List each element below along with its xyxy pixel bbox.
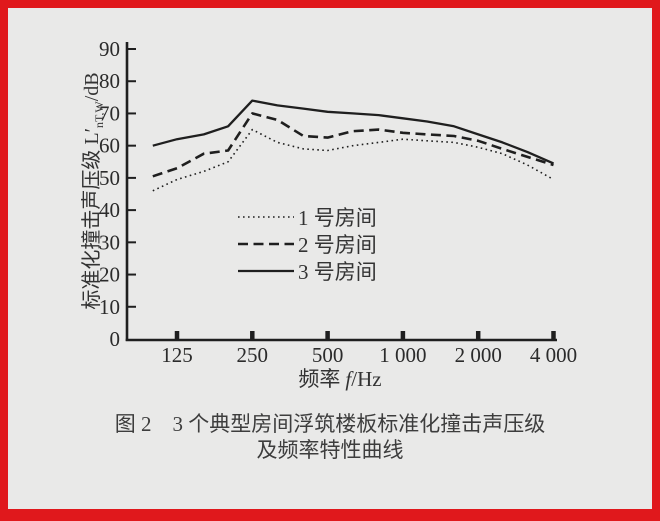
legend-item-room-2: 2 号房间 bbox=[237, 230, 407, 257]
series-line-room-1 bbox=[152, 128, 554, 192]
y-tick-label: 90 bbox=[99, 37, 120, 61]
x-tick-label: 500 bbox=[312, 343, 344, 367]
legend-label-room-1: 1 号房间 bbox=[298, 205, 377, 230]
series-line-room-3 bbox=[152, 99, 554, 165]
y-axis-unit: /dB bbox=[81, 72, 103, 102]
x-tick-label: 1 000 bbox=[379, 343, 426, 367]
dashed-line-sample-icon bbox=[238, 242, 294, 245]
legend-label-room-2: 2 号房间 bbox=[298, 232, 377, 257]
caption-line-1: 图 2 3 个典型房间浮筑楼板标准化撞击声压级 bbox=[114, 412, 546, 436]
y-tick-label: 10 bbox=[99, 295, 120, 319]
y-tick-label: 50 bbox=[99, 166, 120, 190]
dotted-line-sample-icon bbox=[238, 215, 294, 218]
y-axis-title: 标准化撞击声压级 L′nT,W/dB bbox=[75, 41, 106, 341]
x-axis-variable: f bbox=[345, 367, 352, 391]
caption-line-2: 及频率特性曲线 bbox=[256, 438, 404, 462]
y-tick-label: 60 bbox=[99, 134, 120, 158]
y-axis-symbol-subscript: nT,W bbox=[92, 101, 106, 129]
legend: 1 号房间 2 号房间 3 号房间 bbox=[237, 203, 407, 284]
y-tick-label: 30 bbox=[99, 230, 120, 254]
x-tick-label: 125 bbox=[161, 343, 193, 367]
series-line-room-2 bbox=[152, 112, 554, 178]
y-tick-label: 80 bbox=[99, 69, 120, 93]
y-axis-title-cn: 标准化撞击声压级 bbox=[81, 149, 103, 310]
x-axis-unit: /Hz bbox=[351, 367, 382, 391]
solid-line-sample-icon bbox=[238, 269, 294, 272]
legend-item-room-1: 1 号房间 bbox=[237, 203, 407, 230]
x-tick-label: 250 bbox=[237, 343, 269, 367]
y-tick-label: 20 bbox=[99, 263, 120, 287]
y-tick-label: 0 bbox=[110, 327, 121, 351]
figure-caption: 图 2 3 个典型房间浮筑楼板标准化撞击声压级 及频率特性曲线 bbox=[8, 411, 652, 463]
x-tick-label: 4 000 bbox=[530, 343, 577, 367]
legend-label-room-3: 3 号房间 bbox=[298, 259, 377, 284]
x-axis-title-cn: 频率 bbox=[298, 367, 341, 391]
y-axis-symbol: L′ bbox=[81, 128, 103, 145]
y-tick-label: 40 bbox=[99, 198, 120, 222]
x-axis-title: 频率 f/Hz bbox=[260, 363, 420, 391]
y-tick-label: 70 bbox=[99, 101, 120, 125]
x-tick-label: 2 000 bbox=[455, 343, 502, 367]
legend-item-room-3: 3 号房间 bbox=[237, 257, 407, 284]
